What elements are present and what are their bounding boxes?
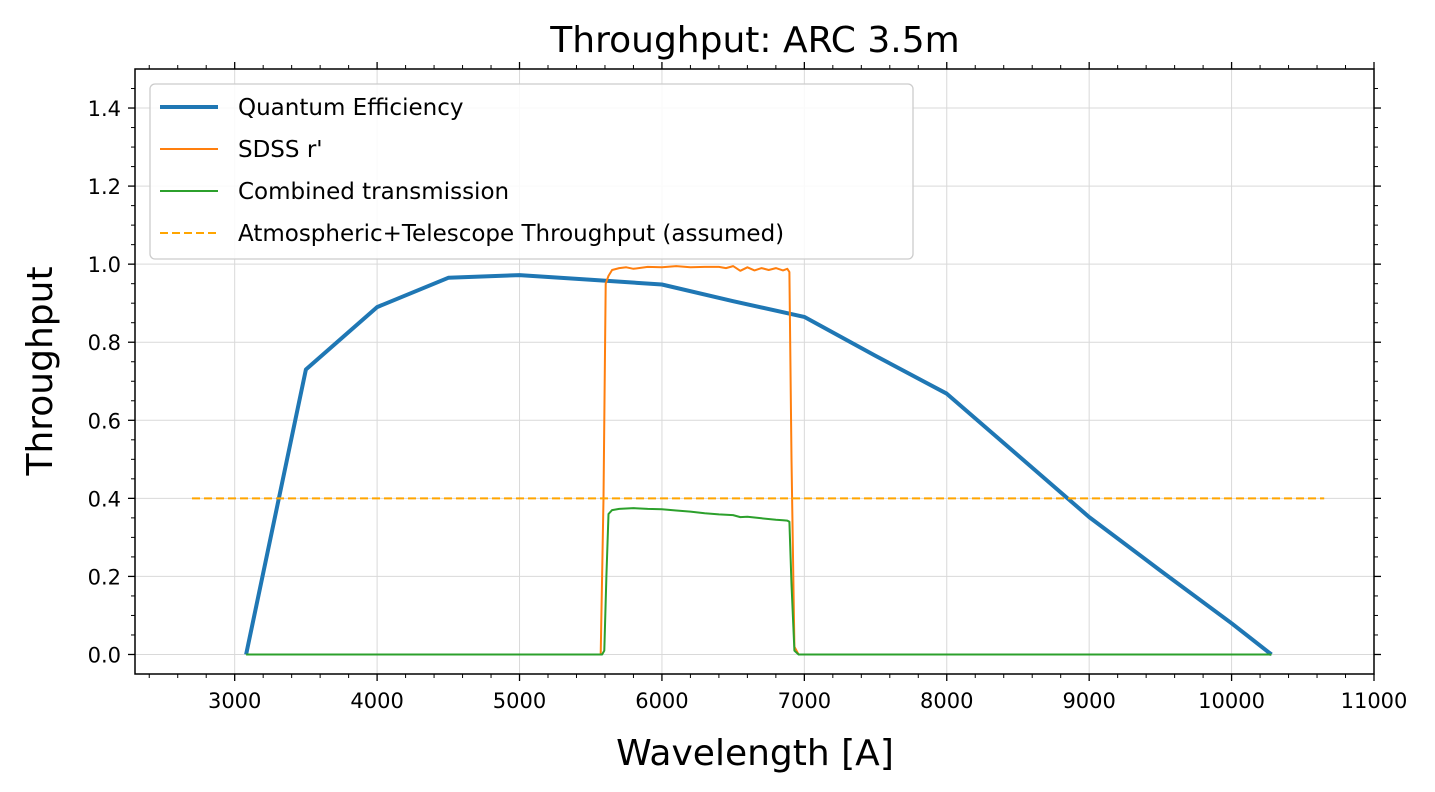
legend: Quantum Efficiency SDSS r' Combined transm… <box>149 83 914 260</box>
legend-box <box>149 83 914 260</box>
x-tick-label: 7000 <box>778 689 831 713</box>
legend-label: Combined transmission <box>238 179 509 205</box>
x-tick-label: 5000 <box>493 689 546 713</box>
x-tick-label: 4000 <box>350 689 403 713</box>
y-tick-label: 0.2 <box>88 565 121 589</box>
axes-layer: 3000 4000 5000 6000 7000 8000 9000 10000 11000 0.… <box>88 62 1408 713</box>
y-tick-label: 0.8 <box>88 331 121 355</box>
x-tick-label: 11000 <box>1341 689 1408 713</box>
legend-label: Atmospheric+Telescope Throughput (assume… <box>238 221 784 247</box>
legend-label: Quantum Efficiency <box>238 95 463 121</box>
chart-title: Throughput: ARC 3.5m <box>549 20 959 61</box>
series-line-2 <box>599 265 800 655</box>
x-tick-label: 3000 <box>208 689 261 713</box>
y-axis-title: Throughput <box>20 266 61 476</box>
series-line-3 <box>246 507 1272 656</box>
y-tick-label: 1.4 <box>88 97 121 121</box>
plot-frame <box>134 68 1375 675</box>
x-tick-label: 6000 <box>635 689 688 713</box>
y-tick-label: 0.0 <box>88 643 121 667</box>
y-tick-label: 1.0 <box>88 253 121 277</box>
y-tick-label: 1.2 <box>88 175 121 199</box>
series-line-1 <box>244 273 1273 657</box>
y-tick-label: 0.4 <box>88 487 121 511</box>
x-tick-label: 8000 <box>920 689 973 713</box>
x-axis-title: Wavelength [A] <box>616 733 894 774</box>
legend-label: SDSS r' <box>238 137 323 163</box>
x-tick-label: 9000 <box>1062 689 1115 713</box>
series-layer <box>192 265 1325 657</box>
y-tick-label: 0.6 <box>88 409 121 433</box>
x-tick-label: 10000 <box>1198 689 1265 713</box>
